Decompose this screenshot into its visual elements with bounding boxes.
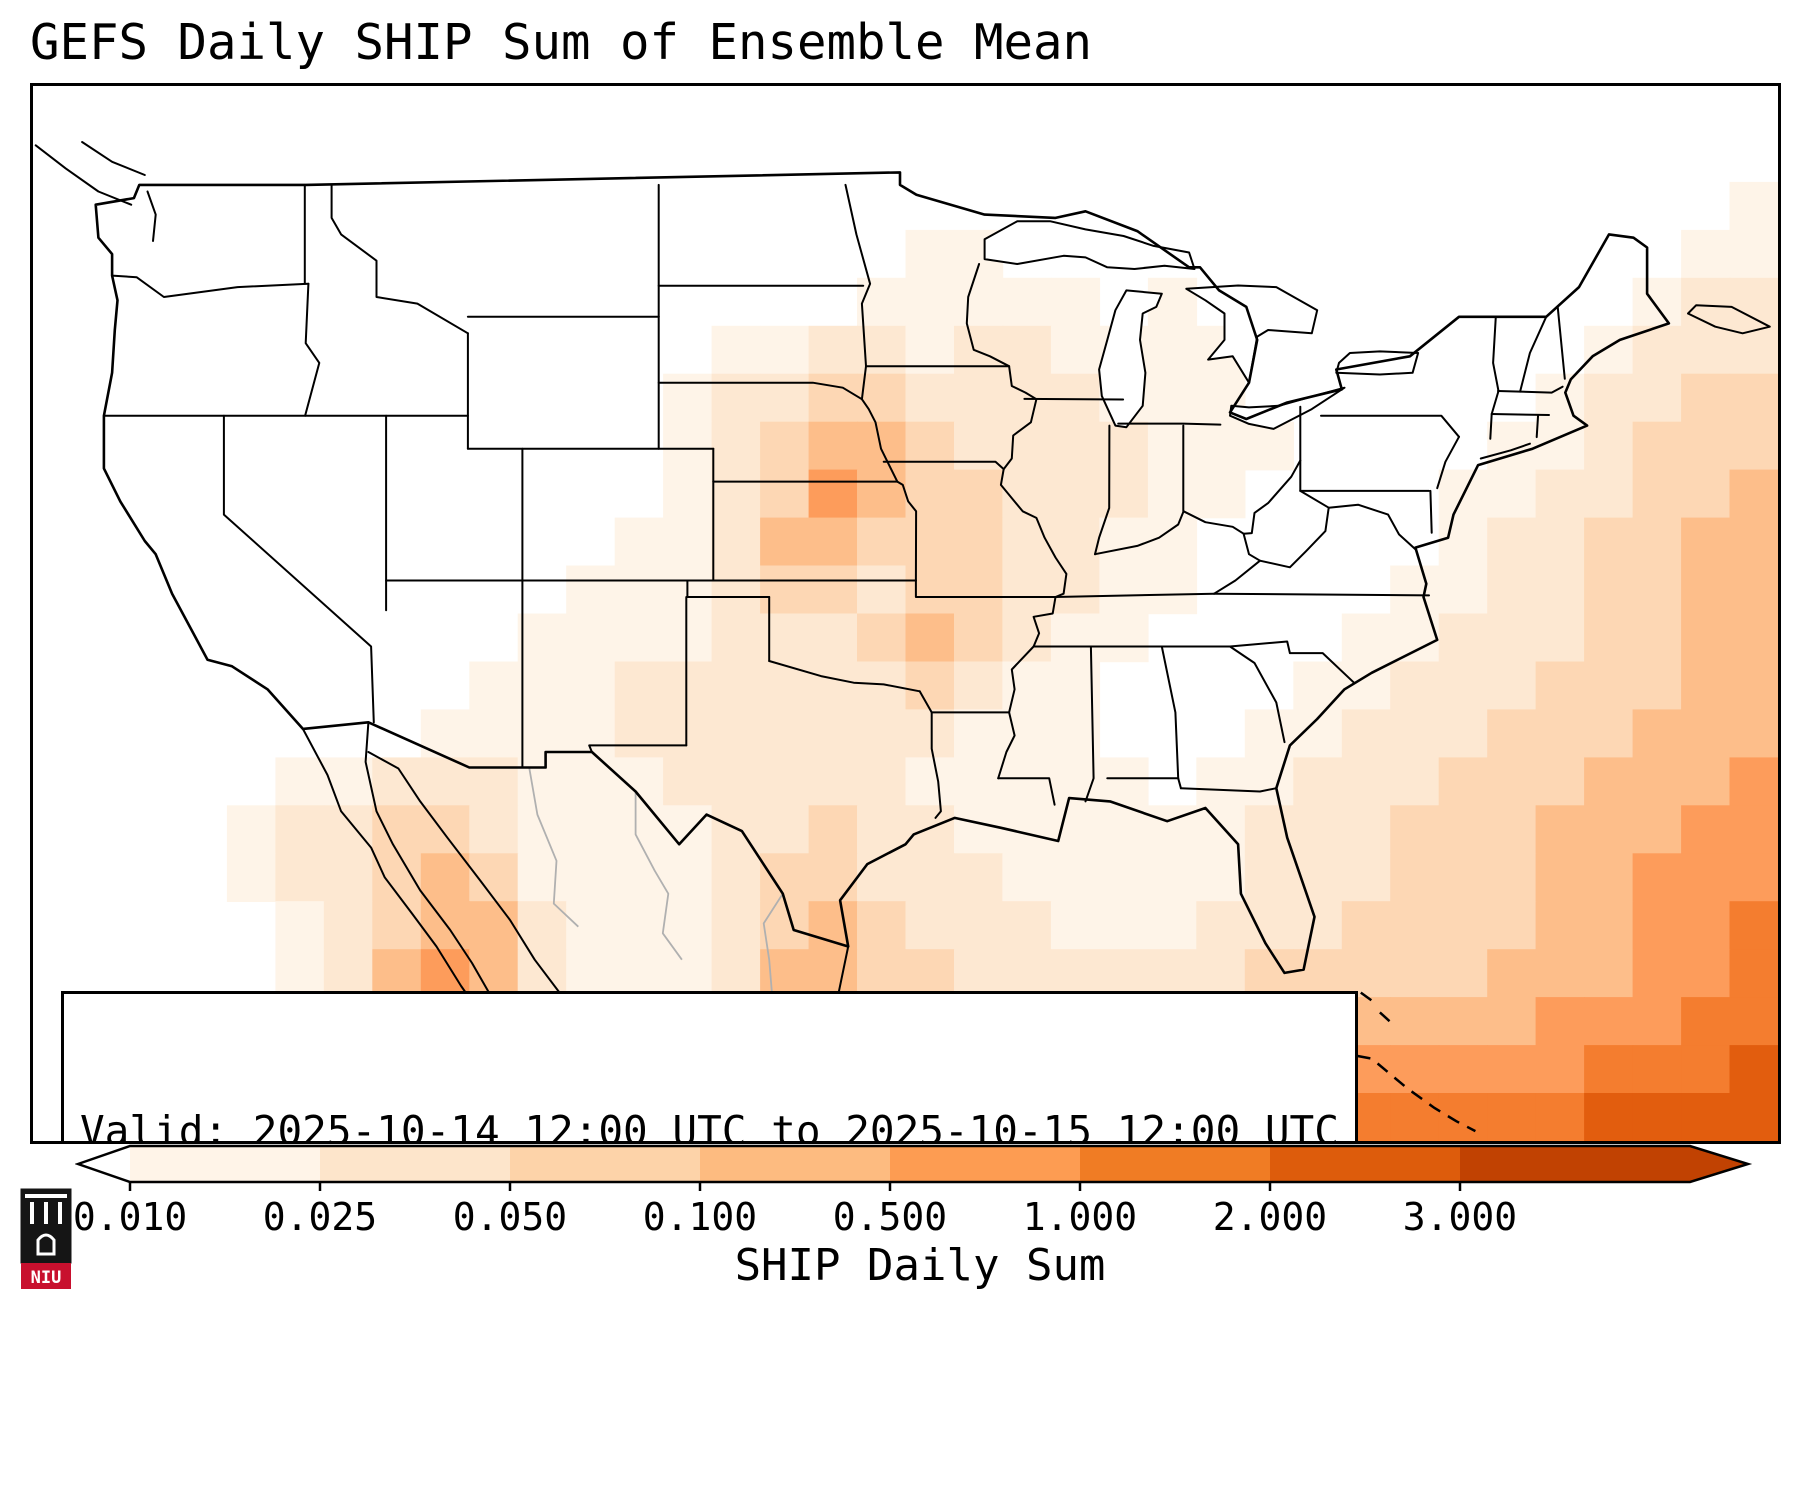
colorbar-label: SHIP Daily Sum [734, 1240, 1106, 1291]
niu-logo: NIU [20, 1188, 72, 1290]
map-axes: Valid: 2025-10-14 12:00 UTC to 2025-10-1… [30, 83, 1781, 1144]
great-lakes [983, 220, 1420, 430]
niu-shield-icon: NIU [20, 1188, 72, 1289]
colorbar-tick-label: 3.000 [1403, 1195, 1517, 1239]
colorbar-tick-label: 0.050 [453, 1195, 567, 1239]
colorbar: 0.010 0.025 0.050 0.100 0.500 1.000 2.000 3.000 [75, 1144, 1753, 1239]
colorbar-tick-label: 2.000 [1213, 1195, 1327, 1239]
niu-logo-text: NIU [31, 1268, 62, 1288]
colorbar-tick-label: 0.500 [833, 1195, 947, 1239]
valid-text: Valid: 2025-10-14 12:00 UTC to 2025-10-1… [80, 1106, 1339, 1144]
colorbar-tick-label: 1.000 [1023, 1195, 1137, 1239]
colorbar-tick-label: 0.025 [263, 1195, 377, 1239]
validity-annotation: Valid: 2025-10-14 12:00 UTC to 2025-10-1… [61, 991, 1358, 1144]
plot-title: GEFS Daily SHIP Sum of Ensemble Mean [30, 14, 1093, 71]
colorbar-tick-label: 0.100 [643, 1195, 757, 1239]
conus-map [34, 141, 1778, 1141]
colorbar-tick-label: 0.010 [75, 1195, 187, 1239]
state-boundaries [34, 141, 1771, 1139]
